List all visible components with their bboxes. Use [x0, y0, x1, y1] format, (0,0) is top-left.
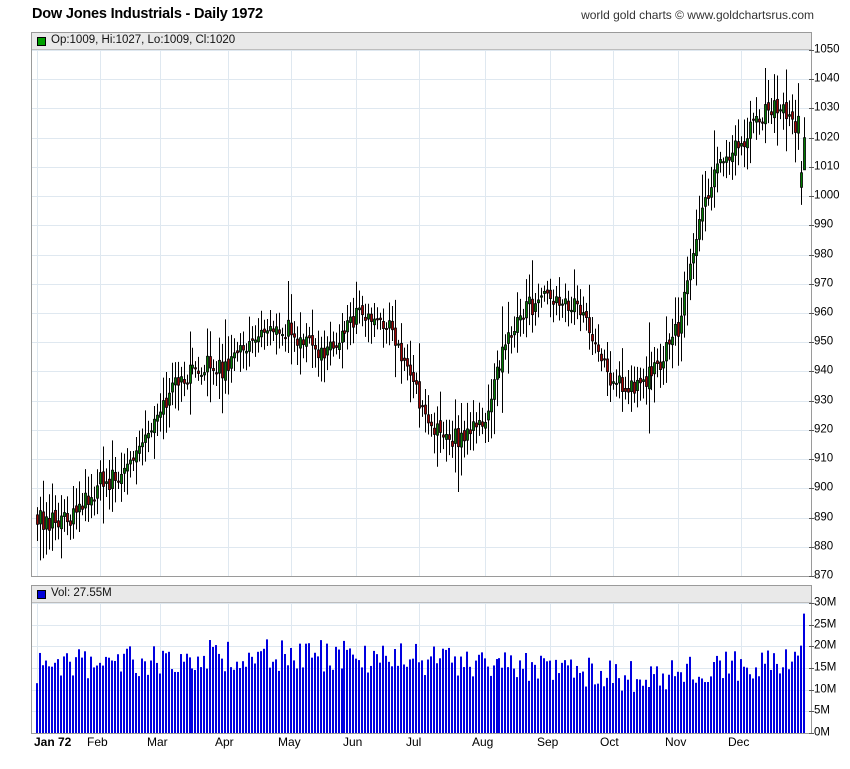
x-axis-label-aug: Aug: [472, 735, 494, 749]
axis-tick-label: 970: [814, 277, 834, 290]
x-axis-month-labels: Jan 72 Feb Mar Apr May Jun Jul Aug Sep Oct Nov Dec: [31, 736, 812, 756]
x-axis-label-nov: Nov: [665, 735, 687, 749]
axis-tick-label: 880: [814, 540, 834, 553]
volume-legend-label: Vol: 27.55M: [51, 587, 112, 600]
axis-tick-label: 940: [814, 364, 834, 377]
axis-tick-label: 1030: [814, 101, 840, 114]
axis-tick-label: 870: [814, 569, 834, 582]
volume-bar-series: [36, 613, 805, 733]
axis-tick-label: 1020: [814, 130, 840, 143]
axis-tick-label: 950: [814, 335, 834, 348]
price-panel: Op:1009, Hi:1027, Lo:1009, Cl:1020: [31, 32, 812, 577]
price-gridlines: [32, 50, 811, 576]
axis-tick-label: 1040: [814, 72, 840, 85]
attribution-text: world gold charts © www.goldchartsrus.co…: [581, 8, 814, 22]
axis-tick-label: 5M: [814, 704, 830, 717]
volume-y-axis: 30M 25M 20M 15M 10M 5M 0M: [809, 585, 850, 738]
x-axis-label-mar: Mar: [147, 735, 168, 749]
x-axis-label-feb: Feb: [87, 735, 108, 749]
volume-legend[interactable]: Vol: 27.55M: [32, 586, 811, 603]
x-axis-label-apr: Apr: [215, 735, 234, 749]
x-axis-label-may: May: [278, 735, 301, 749]
x-axis-label-jan-72: Jan 72: [34, 735, 72, 749]
axis-tick-label: 1000: [814, 189, 840, 202]
x-axis-label-jun: Jun: [343, 735, 363, 749]
candlestick-series: [36, 68, 806, 561]
axis-tick-label: 1050: [814, 43, 840, 56]
x-axis-label-dec: Dec: [728, 735, 750, 749]
axis-tick-label: 920: [814, 423, 834, 436]
axis-tick-label: 930: [814, 393, 834, 406]
page-title: Dow Jones Industrials - Daily 1972: [32, 6, 263, 22]
axis-tick-label: 990: [814, 218, 834, 231]
x-axis-label-jul: Jul: [406, 735, 422, 749]
price-legend-label: Op:1009, Hi:1027, Lo:1009, Cl:1020: [51, 34, 236, 47]
price-legend[interactable]: Op:1009, Hi:1027, Lo:1009, Cl:1020: [32, 33, 811, 50]
axis-tick-label: 900: [814, 481, 834, 494]
axis-tick-label: 1010: [814, 160, 840, 173]
volume-legend-swatch-icon: [37, 589, 46, 599]
axis-tick-label: 15M: [814, 661, 837, 674]
x-axis-label-sep: Sep: [537, 735, 559, 749]
axis-tick-label: 960: [814, 306, 834, 319]
price-plot-area: [32, 50, 811, 576]
price-y-axis: 1050 1040 1030 1020 1010 1000 990 980 970 960 950 9…: [809, 32, 850, 581]
volume-panel: Vol: 27.55M: [31, 585, 812, 734]
axis-tick-label: 25M: [814, 617, 837, 630]
axis-tick-label: 910: [814, 452, 834, 465]
chart-header: Dow Jones Industrials - Daily 1972 world…: [0, 0, 850, 28]
price-legend-swatch-icon: [37, 36, 46, 46]
axis-tick-label: 0M: [814, 726, 830, 739]
axis-tick-label: 890: [814, 510, 834, 523]
axis-tick-label: 10M: [814, 682, 837, 695]
volume-plot-area: [32, 603, 811, 733]
axis-tick-label: 30M: [814, 596, 837, 609]
axis-tick-label: 20M: [814, 639, 837, 652]
axis-tick-label: 980: [814, 247, 834, 260]
x-axis-label-oct: Oct: [600, 735, 619, 749]
